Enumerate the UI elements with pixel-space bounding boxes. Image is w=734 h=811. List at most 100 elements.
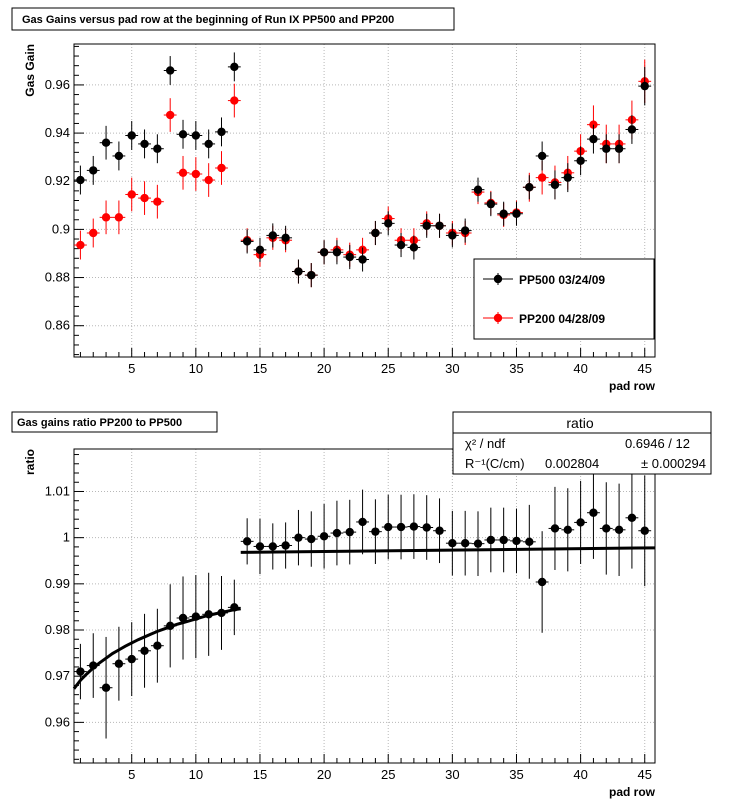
bottom-point-ratio	[486, 535, 496, 545]
stats-chi2-label: χ² / ndf	[465, 436, 505, 451]
bottom-point-ratio	[294, 533, 303, 542]
bottom-point-ratio	[127, 654, 136, 664]
top-point-pp500-03-24-09	[204, 139, 213, 149]
bottom-point-ratio	[307, 534, 316, 544]
bottom-point-ratio	[268, 542, 277, 551]
bottom-point-ratio	[384, 522, 393, 532]
top-plot: 5 10 15 20 25 30 35 40 45 0.86 0.88 0.9 0.92 0.94 0.96…	[23, 43, 656, 393]
top-ytick-label: 0.86	[45, 318, 70, 333]
top-point-pp500-03-24-09	[345, 252, 354, 262]
top-point-pp500-03-24-09	[589, 134, 598, 144]
top-point-pp500-03-24-09	[178, 130, 188, 139]
top-ytick-label: 0.88	[45, 270, 70, 285]
bottom-point-ratio	[602, 524, 611, 533]
top-title-box	[11, 7, 455, 31]
top-point-pp200-04-28-09	[127, 190, 136, 199]
stats-param-error: ± 0.000294	[641, 456, 706, 471]
top-point-pp500-03-24-09	[89, 166, 98, 175]
bottom-xtick-label: 35	[509, 767, 523, 782]
bottom-point-ratio	[499, 535, 508, 545]
bottom-point-ratio	[448, 539, 457, 548]
bottom-point-ratio	[435, 526, 444, 535]
bottom-xtick-label: 5	[128, 767, 135, 782]
bottom-point-ratio	[473, 539, 483, 548]
legend-label-pp200: PP200 04/28/09	[519, 312, 605, 326]
bottom-point-ratio	[422, 523, 431, 532]
bottom-point-ratio	[165, 621, 175, 631]
top-ytick-label: 0.96	[45, 77, 70, 92]
top-xaxis-label: pad row	[609, 379, 656, 393]
bottom-point-ratio	[358, 517, 367, 527]
bottom-point-ratio	[576, 518, 585, 527]
top-point-pp500-03-24-09	[602, 144, 611, 153]
top-point-pp200-04-28-09	[191, 169, 201, 179]
top-point-pp500-03-24-09	[563, 173, 572, 182]
bottom-xtick-label: 30	[445, 767, 459, 782]
top-point-pp200-04-28-09	[76, 240, 85, 250]
top-point-pp500-03-24-09	[319, 248, 329, 257]
top-point-pp500-03-24-09	[307, 270, 316, 280]
top-ytick-label: 0.92	[45, 173, 70, 188]
bottom-point-ratio	[409, 522, 419, 531]
top-point-pp200-04-28-09	[165, 110, 175, 120]
top-point-pp500-03-24-09	[384, 219, 393, 228]
top-point-pp200-04-28-09	[204, 175, 213, 185]
top-point-pp200-04-28-09	[114, 213, 124, 222]
top-point-pp500-03-24-09	[255, 245, 265, 255]
bottom-point-ratio	[614, 525, 624, 535]
bottom-point-ratio	[640, 526, 649, 535]
bottom-plot-area	[74, 449, 655, 763]
bottom-xtick-label: 15	[253, 767, 267, 782]
top-xtick-label: 35	[509, 361, 523, 376]
stats-chi2-value: 0.6946 / 12	[625, 436, 690, 451]
bottom-point-ratio	[191, 612, 201, 621]
top-point-pp500-03-24-09	[127, 131, 136, 140]
top-point-pp500-03-24-09	[435, 221, 444, 230]
top-point-pp500-03-24-09	[448, 231, 457, 240]
top-point-pp500-03-24-09	[281, 233, 290, 243]
stats-param-label: R⁻¹(C/cm)	[465, 456, 525, 471]
bottom-point-ratio	[345, 527, 354, 537]
bottom-title-box	[11, 411, 218, 433]
bottom-point-ratio	[101, 683, 111, 692]
top-point-pp500-03-24-09	[512, 209, 521, 218]
bottom-point-ratio	[204, 610, 213, 619]
top-point-pp200-04-28-09	[101, 213, 111, 222]
bottom-point-ratio	[114, 659, 124, 668]
top-yaxis-label: Gas Gain	[23, 44, 37, 97]
bottom-point-ratio	[281, 541, 290, 550]
bottom-ytick-label: 0.97	[45, 668, 70, 683]
bottom-point-ratio	[217, 608, 226, 618]
bottom-point-ratio	[627, 513, 637, 523]
top-point-pp500-03-24-09	[114, 151, 124, 161]
top-point-pp500-03-24-09	[422, 221, 431, 230]
bottom-point-ratio	[563, 525, 572, 535]
bottom-xtick-label: 20	[317, 767, 331, 782]
top-point-pp500-03-24-09	[525, 183, 534, 192]
top-point-pp500-03-24-09	[332, 248, 342, 257]
bottom-point-ratio	[396, 522, 406, 532]
top-xtick-label: 5	[128, 361, 135, 376]
bottom-point-ratio	[460, 539, 470, 548]
bottom-axes-frame	[73, 448, 656, 764]
bottom-point-ratio	[140, 646, 149, 655]
top-point-pp500-03-24-09	[409, 243, 419, 252]
legend-box	[473, 258, 655, 340]
bottom-point-ratio	[153, 641, 162, 650]
top-point-pp500-03-24-09	[268, 231, 277, 240]
bottom-xtick-label: 10	[189, 767, 203, 782]
top-point-pp500-03-24-09	[242, 237, 252, 246]
top-point-pp500-03-24-09	[550, 180, 560, 190]
bottom-point-ratio	[178, 613, 188, 623]
top-point-pp500-03-24-09	[191, 131, 201, 140]
top-point-pp500-03-24-09	[165, 66, 175, 75]
top-point-pp200-04-28-09	[89, 228, 98, 238]
bottom-point-ratio	[255, 542, 265, 551]
top-point-pp500-03-24-09	[614, 144, 624, 153]
bottom-chart-title: Gas gains ratio PP200 to PP500	[17, 417, 182, 429]
top-point-pp500-03-24-09	[576, 156, 585, 165]
top-point-pp200-04-28-09	[178, 168, 188, 178]
top-point-pp500-03-24-09	[358, 255, 367, 264]
bottom-yaxis-label: ratio	[23, 449, 37, 475]
